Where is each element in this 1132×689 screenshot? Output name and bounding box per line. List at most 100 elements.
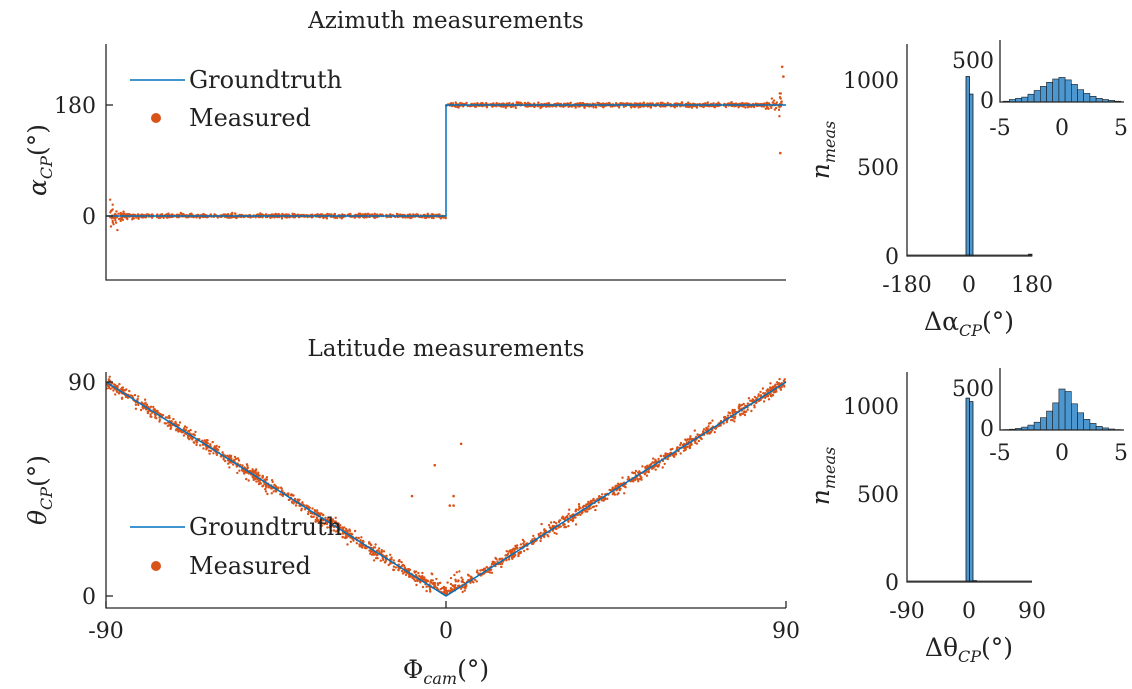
latitude-measured-point <box>506 552 510 556</box>
latitude-measured-point <box>228 466 231 469</box>
azimuth-error-histogram: 1000 500 0 -180 0 180 ΔαCP(°) nmeas 500 … <box>806 40 1128 340</box>
latitude-outlier-point <box>433 463 437 467</box>
latitude-xtick-label-90: 90 <box>772 619 800 644</box>
azimuth-measured-point <box>730 101 733 104</box>
latitude-measured-point <box>598 495 601 499</box>
latitude-measured-point <box>688 446 692 450</box>
azimuth-measured-point <box>594 105 598 109</box>
azimuth-measured-point <box>109 211 112 214</box>
latitude-measured-point <box>326 526 329 529</box>
latitude-measured-point <box>579 513 582 517</box>
latitude-title: Latitude measurements <box>308 336 585 362</box>
latitude-measured-point <box>118 382 121 386</box>
latitude-measured-point <box>540 522 543 526</box>
latitude-measured-point <box>360 536 363 539</box>
latitude-measured-point <box>775 381 779 384</box>
latitude-measured-point <box>576 513 579 517</box>
latitude-measured-point <box>455 571 458 574</box>
azimuth-measured-point <box>431 213 434 216</box>
latitude-hist-xtick-m90: -90 <box>889 599 924 624</box>
latitude-measured-point <box>563 526 566 529</box>
latitude-measured-point <box>137 395 140 398</box>
latitude-measured-point <box>533 537 536 540</box>
latitude-measured-point <box>496 560 499 563</box>
latitude-measured-point <box>461 578 464 581</box>
latitude-measured-point <box>272 490 275 493</box>
azimuth-legend: Groundtruth Measured <box>130 66 342 132</box>
azimuth-measured-point <box>111 208 114 211</box>
latitude-measured-point <box>329 526 332 529</box>
latitude-measured-point <box>300 509 303 512</box>
svg-text:θCP(°): θCP(°) <box>23 455 56 525</box>
latitude-measured-point <box>507 558 511 561</box>
latitude-measured-point <box>149 405 153 408</box>
latitude-measured-point <box>205 440 208 443</box>
latitude-measured-point <box>268 486 271 489</box>
latitude-measured-point <box>457 579 460 582</box>
latitude-measured-point <box>499 557 502 561</box>
latitude-measured-point <box>738 403 741 406</box>
latitude-measured-point <box>208 452 211 455</box>
latitude-measured-point <box>519 551 522 555</box>
latitude-measured-point <box>174 420 177 424</box>
latitude-measured-point <box>553 520 556 524</box>
azimuth-measured-point <box>126 217 129 221</box>
latitude-measured-point <box>469 581 472 584</box>
latitude-measured-point <box>187 434 190 438</box>
latitude-measured-point <box>152 405 155 409</box>
azimuth-measured-point <box>485 106 489 109</box>
latitude-measured-point <box>679 443 682 447</box>
azimuth-measured-point <box>778 115 781 118</box>
azimuth-measured-point <box>389 213 392 216</box>
azimuth-measured-point <box>114 219 117 222</box>
latitude-measured-point <box>329 518 332 521</box>
latitude-measured-point <box>125 388 128 391</box>
latitude-measured-point <box>777 383 781 386</box>
latitude-measured-point <box>187 430 190 433</box>
latitude-measured-point <box>258 474 261 477</box>
latitude-measured-point <box>769 382 772 385</box>
latitude-measured-point <box>663 462 666 466</box>
latitude-measured-point <box>512 547 515 551</box>
azimuth-measured-point <box>209 213 212 216</box>
azimuth-hist-axes <box>906 44 1032 257</box>
inset-histogram-bar <box>1052 78 1060 103</box>
latitude-measured-point <box>574 508 578 511</box>
latitude-measured-point <box>739 414 742 417</box>
latitude-measured-point <box>563 517 566 520</box>
latitude-measured-point <box>645 474 649 477</box>
latitude-measured-point <box>163 422 166 425</box>
latitude-measured-point <box>411 576 414 580</box>
latitude-measured-point <box>587 500 590 504</box>
latitude-measured-point <box>741 412 745 415</box>
latitude-measured-point <box>637 480 640 483</box>
latitude-measured-point <box>558 519 561 522</box>
inset-histogram-bar <box>1033 421 1041 431</box>
latitude-xtick-label-m90: -90 <box>88 619 123 644</box>
latitude-measured-point <box>149 415 152 418</box>
azimuth-measured-point <box>141 216 144 219</box>
latitude-measured-point <box>418 574 421 578</box>
latitude-measured-point <box>265 476 269 479</box>
latitude-measured-point <box>153 409 157 413</box>
latitude-measured-point <box>270 487 273 490</box>
latitude-measured-point <box>168 416 171 419</box>
latitude-measured-point <box>341 532 345 535</box>
latitude-measured-point <box>265 486 268 489</box>
latitude-measured-point <box>222 457 225 461</box>
latitude-measured-point <box>740 403 743 407</box>
latitude-measured-point <box>261 474 264 478</box>
latitude-measured-point <box>585 503 588 506</box>
latitude-measured-point <box>659 454 663 457</box>
latitude-measured-point <box>526 548 529 551</box>
latitude-measured-point <box>355 542 358 545</box>
latitude-measured-point <box>281 493 284 497</box>
azimuth-hist-ytick-500: 500 <box>857 156 899 181</box>
azimuth-measured-point <box>508 101 511 105</box>
azimuth-hist-xtick-180: 180 <box>1011 273 1053 298</box>
latitude-measured-point <box>652 457 655 460</box>
latitude-measured-point <box>348 528 351 531</box>
latitude-measured-point <box>307 510 310 513</box>
azimuth-measured-point <box>216 216 220 219</box>
latitude-measured-point <box>274 485 278 488</box>
